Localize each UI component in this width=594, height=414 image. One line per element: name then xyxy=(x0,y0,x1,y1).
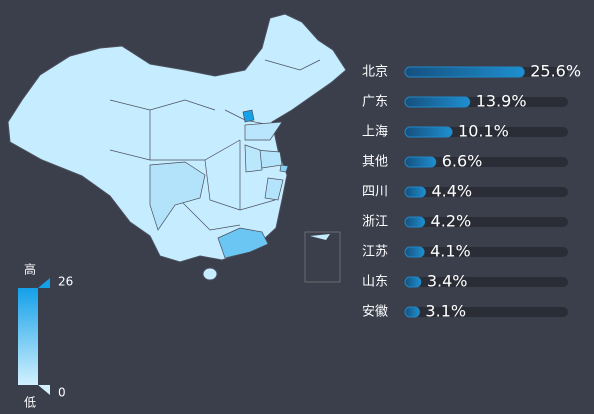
value-label: 10.1% xyxy=(458,122,509,141)
bar-track xyxy=(405,277,568,287)
category-label: 上海 xyxy=(362,125,388,140)
visual-map-gradient xyxy=(18,288,38,385)
visual-map-max: 26 xyxy=(58,275,73,289)
province xyxy=(264,177,284,201)
value-label: 4.1% xyxy=(430,242,471,261)
category-label: 四川 xyxy=(362,185,388,200)
south-sea-inset xyxy=(304,231,341,283)
bar-track xyxy=(405,217,568,227)
value-label: 13.9% xyxy=(476,92,527,111)
value-label: 4.2% xyxy=(431,212,472,231)
province xyxy=(242,109,255,123)
bar-track xyxy=(405,187,568,197)
hainan xyxy=(202,267,218,281)
value-label: 25.6% xyxy=(530,62,581,81)
value-label: 4.4% xyxy=(431,182,472,201)
category-label: 安徽 xyxy=(362,305,388,320)
map-outline xyxy=(7,13,347,263)
province xyxy=(244,121,283,141)
bar xyxy=(404,306,420,318)
bar xyxy=(404,156,437,168)
bar xyxy=(404,126,453,138)
province xyxy=(217,227,269,259)
visual-map-handle xyxy=(38,278,50,288)
value-label: 3.4% xyxy=(427,272,468,291)
bar-track xyxy=(405,247,568,257)
province xyxy=(244,144,263,173)
bar xyxy=(404,96,471,108)
visual-map-high: 高 xyxy=(24,262,36,277)
category-label: 其他 xyxy=(362,155,388,170)
category-label: 广东 xyxy=(362,95,388,110)
visual-map-min: 0 xyxy=(58,386,66,400)
visual-map: 高 低 26 0 xyxy=(18,262,73,410)
category-label: 江苏 xyxy=(362,244,388,260)
province xyxy=(149,161,206,231)
south-sea-islands xyxy=(310,234,330,240)
china-map xyxy=(7,13,347,283)
value-label: 3.1% xyxy=(425,302,466,321)
visual-map-low: 低 xyxy=(24,396,36,410)
bar xyxy=(404,246,425,258)
bar xyxy=(404,186,426,198)
bar xyxy=(404,66,525,78)
province xyxy=(279,164,289,173)
bar xyxy=(404,276,422,288)
category-label: 北京 xyxy=(362,65,388,80)
category-label: 浙江 xyxy=(362,215,388,230)
category-label: 山东 xyxy=(362,275,388,290)
bar xyxy=(404,216,426,228)
value-label: 6.6% xyxy=(442,152,483,171)
bar-track xyxy=(405,157,568,167)
bar-track xyxy=(405,307,568,317)
visual-map-handle xyxy=(38,385,50,395)
